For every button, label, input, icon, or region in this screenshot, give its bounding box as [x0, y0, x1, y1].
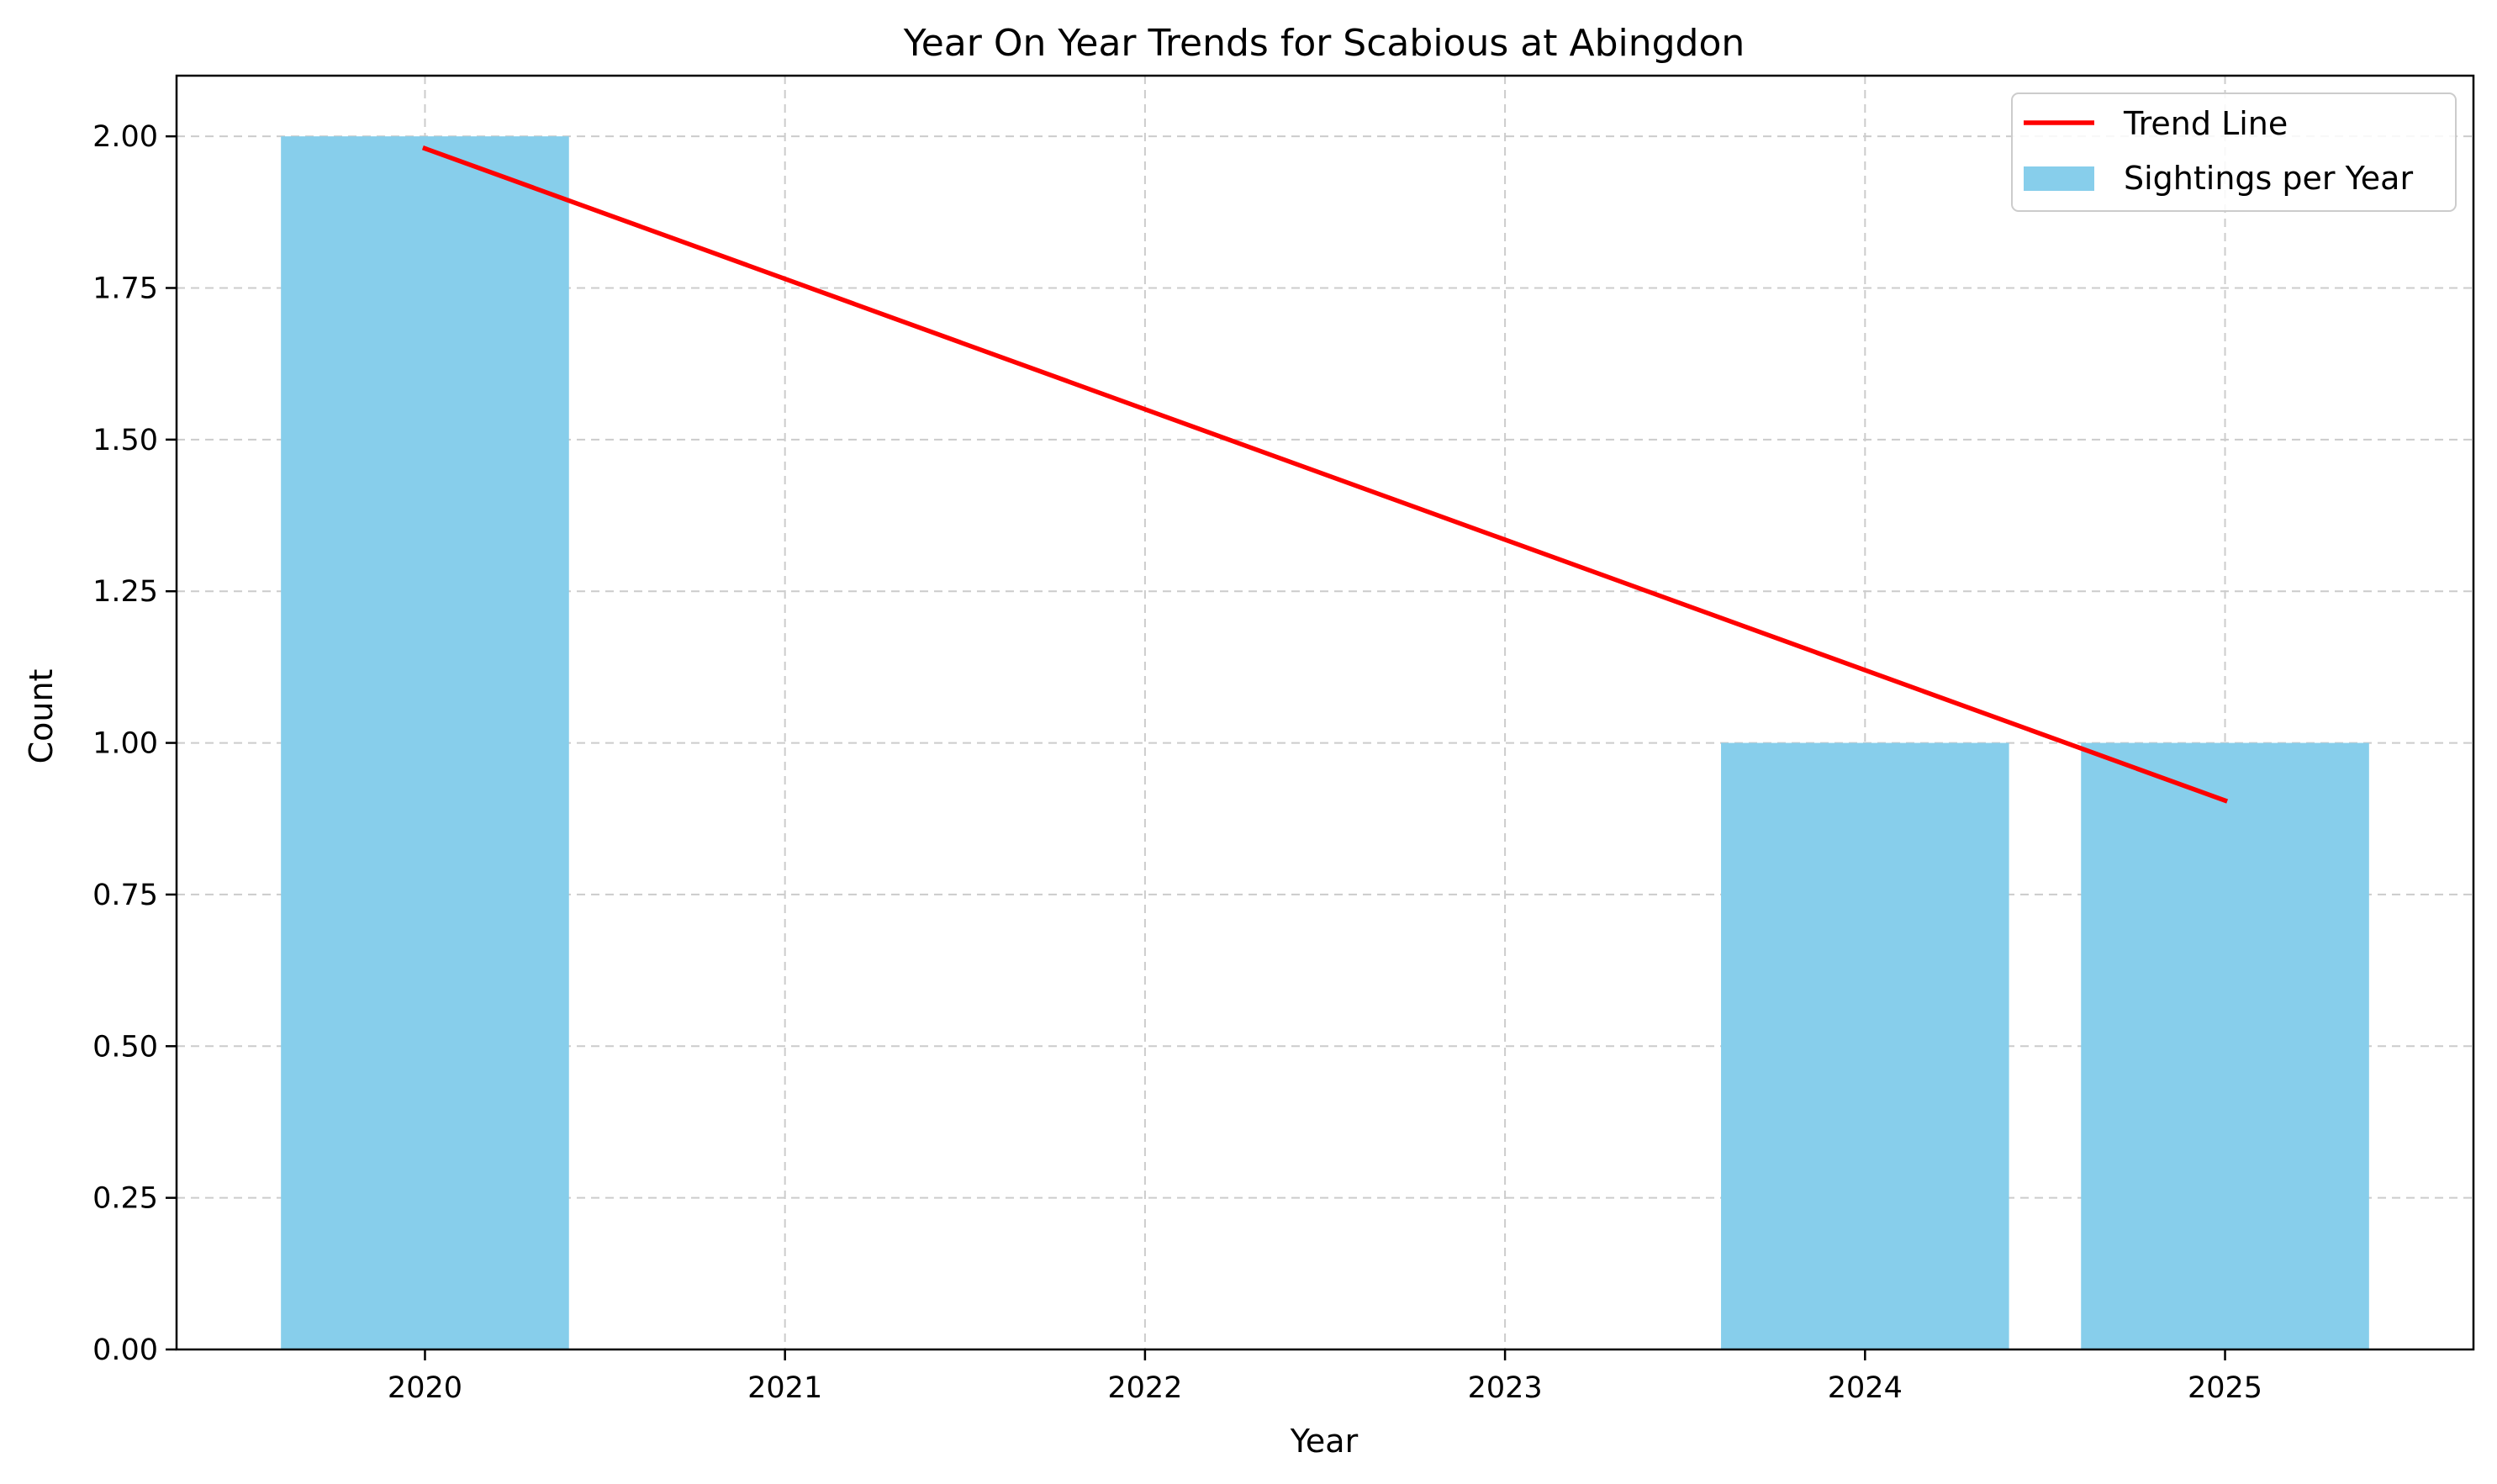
trend-line [421, 145, 2229, 804]
x-tick-label: 2024 [1828, 1371, 1903, 1405]
x-tick-label: 2020 [388, 1371, 462, 1405]
legend-label-sightings: Sightings per Year [2124, 160, 2413, 197]
trend-line-series [421, 145, 2229, 804]
y-tick-label: 0.00 [92, 1333, 158, 1367]
legend-frame [2011, 92, 2457, 212]
y-tick-label: 0.50 [92, 1030, 158, 1064]
bar-2024 [1721, 742, 2009, 1349]
x-axis-ticks: 2020 2021 2022 2023 2024 2025 [388, 1349, 2262, 1405]
y-tick-label: 1.75 [92, 272, 158, 306]
x-tick-label: 2021 [747, 1371, 822, 1405]
x-tick-label: 2025 [2188, 1371, 2262, 1405]
y-axis-ticks: 0.00 0.25 0.50 0.75 1.00 1.25 1.50 1.75 2.00 [92, 120, 177, 1367]
y-tick-label: 0.75 [92, 879, 158, 912]
y-tick-label: 0.25 [92, 1182, 158, 1216]
y-tick-label: 2.00 [92, 120, 158, 154]
y-axis-label: Count [23, 669, 60, 764]
bar-2020 [281, 136, 569, 1350]
x-axis-label: Year [1290, 1423, 1359, 1460]
legend-label-trend-line: Trend Line [2123, 105, 2288, 142]
chart-title: Year On Year Trends for Scabious at Abin… [903, 22, 1745, 65]
x-tick-label: 2022 [1107, 1371, 1182, 1405]
legend-swatch-sightings [2024, 166, 2094, 191]
y-tick-label: 1.50 [92, 424, 158, 457]
plot-frame [175, 74, 2475, 1351]
bar-series [281, 136, 2369, 1350]
y-tick-label: 1.00 [92, 727, 158, 761]
y-tick-label: 1.25 [92, 575, 158, 609]
legend: Trend Line Sightings per Year [2011, 92, 2457, 212]
bar-2025 [2081, 742, 2369, 1349]
x-tick-label: 2023 [1468, 1371, 1543, 1405]
